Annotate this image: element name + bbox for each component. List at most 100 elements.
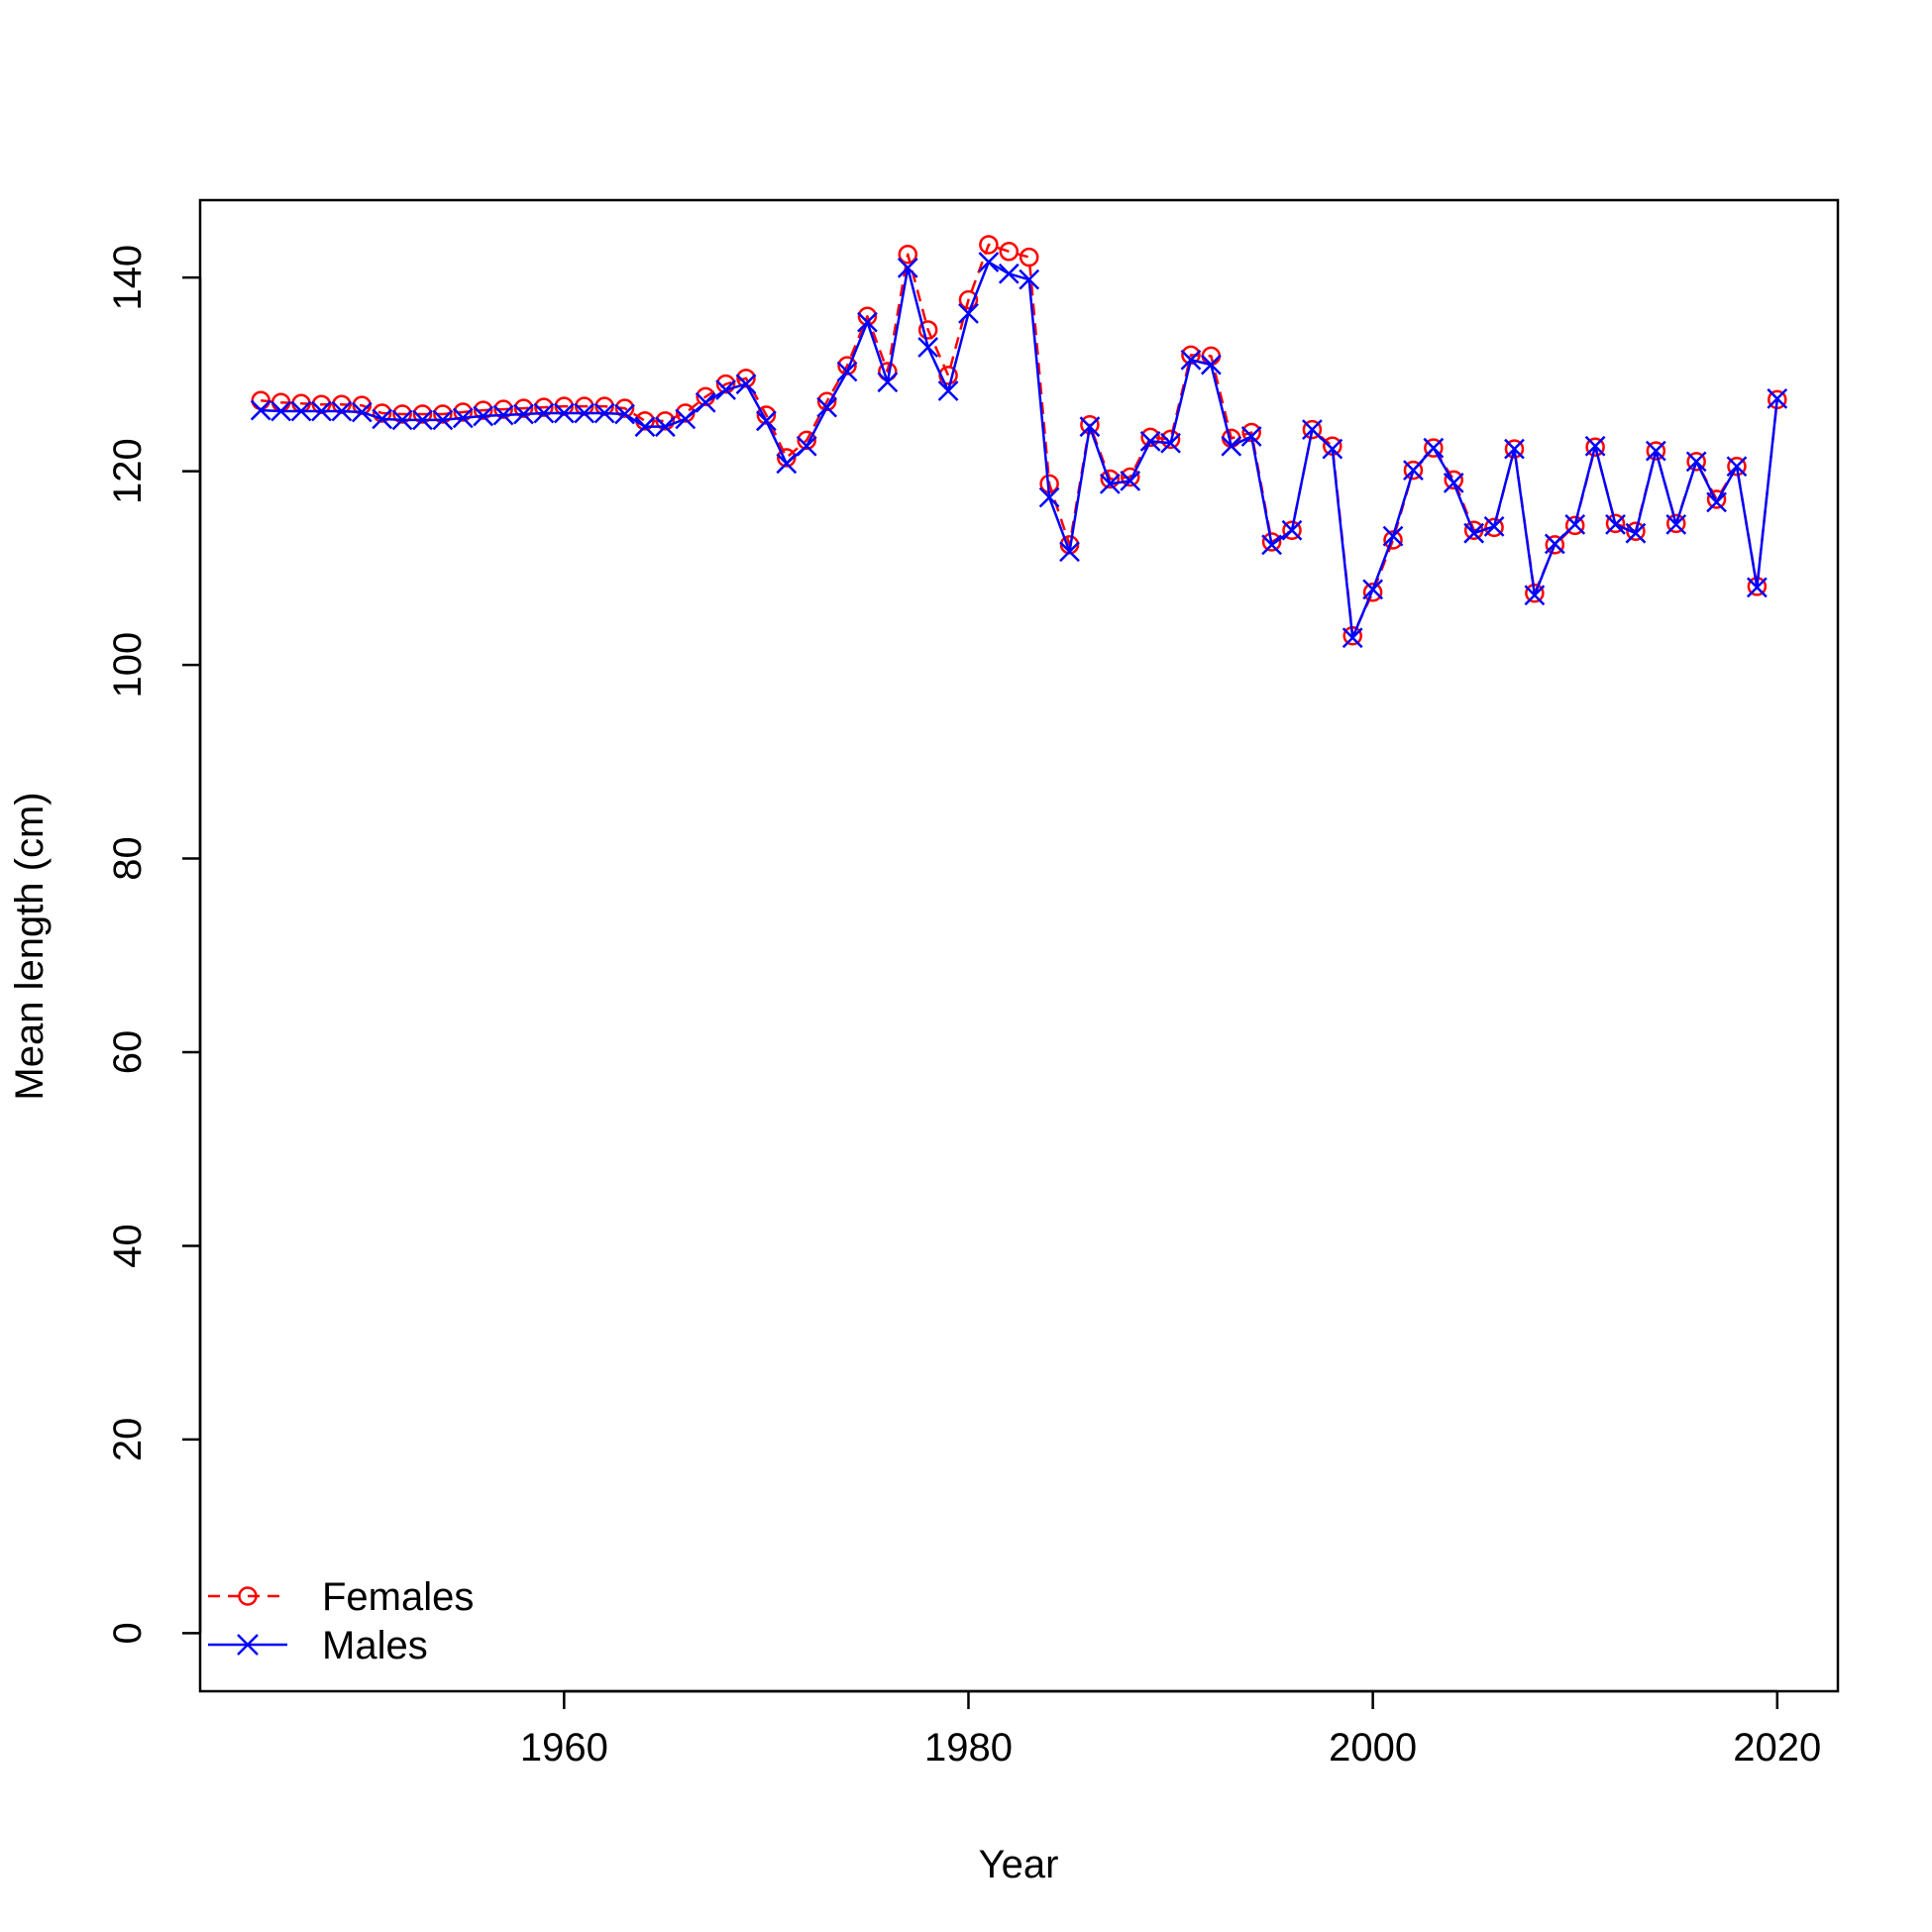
data-point-females [1362, 583, 1383, 602]
data-point-males [331, 400, 353, 422]
data-point-females [1545, 535, 1565, 555]
data-point-males [492, 404, 514, 426]
data-point-males [998, 263, 1020, 284]
data-point-males [735, 374, 757, 395]
data-point-males [1645, 440, 1666, 462]
data-point-males [1382, 525, 1404, 547]
data-point-females [1383, 530, 1403, 550]
data-point-females [433, 404, 453, 424]
data-point-males [857, 311, 878, 333]
data-point-males [958, 302, 979, 324]
data-point-males [756, 410, 777, 432]
data-point-males [897, 258, 918, 278]
data-point-females [715, 374, 736, 394]
data-point-females [1665, 513, 1686, 534]
data-point-males [1160, 432, 1181, 454]
data-point-females [1484, 517, 1504, 538]
data-point-males [250, 399, 271, 421]
y-tick-label: 140 [106, 245, 150, 311]
data-point-females [1605, 513, 1626, 534]
data-point-males [1564, 514, 1586, 535]
data-point-males [917, 337, 939, 358]
series-layer [250, 235, 1788, 649]
data-point-males [836, 361, 858, 382]
data-point-females [1626, 521, 1646, 541]
data-point-males [1443, 472, 1464, 493]
data-point-males [513, 403, 534, 425]
legend-marker-females [238, 1586, 258, 1606]
data-point-males [1099, 473, 1121, 494]
data-point-females [412, 404, 433, 424]
data-point-males [351, 401, 373, 423]
data-point-males [1423, 437, 1445, 459]
data-point-males [452, 407, 474, 429]
series-males [250, 252, 1788, 649]
data-point-males [311, 400, 332, 422]
data-point-females [898, 244, 918, 265]
data-point-females [1282, 520, 1302, 540]
data-point-males [1746, 577, 1768, 598]
data-point-males [776, 453, 798, 475]
x-axis-label: Year [979, 1843, 1059, 1886]
data-point-males [634, 416, 656, 438]
data-point-females [614, 398, 635, 418]
data-point-males [796, 435, 817, 457]
data-point-males [1726, 456, 1748, 478]
data-point-females [1302, 419, 1323, 440]
x-tick-label: 1980 [924, 1726, 1013, 1770]
data-point-males [1281, 519, 1303, 541]
data-point-males [1221, 435, 1242, 457]
data-point-males [1584, 435, 1606, 457]
data-point-males [1322, 438, 1343, 460]
data-point-females [453, 402, 474, 422]
data-point-females [958, 289, 979, 310]
legend-label-males: Males [322, 1624, 428, 1667]
data-point-males [1483, 515, 1505, 537]
data-point-females [1019, 247, 1039, 268]
data-point-females [655, 411, 676, 431]
y-tick-label: 60 [106, 1030, 150, 1075]
data-point-females [1706, 489, 1727, 509]
data-point-males [1139, 430, 1161, 452]
data-point-females [1140, 427, 1160, 448]
data-point-females [917, 320, 938, 340]
data-point-females [513, 398, 534, 418]
data-point-females [736, 369, 756, 388]
data-point-females [1261, 532, 1282, 552]
data-point-females [1686, 452, 1706, 472]
y-tick-label: 40 [106, 1224, 150, 1268]
data-point-females [1100, 469, 1121, 489]
data-point-females [1564, 515, 1585, 536]
data-point-males [432, 409, 454, 431]
data-point-males [816, 396, 838, 418]
data-point-females [1424, 438, 1444, 458]
data-point-males [715, 379, 736, 400]
y-tick-label: 100 [106, 632, 150, 698]
x-tick-label: 1960 [520, 1726, 608, 1770]
data-point-males [1200, 354, 1222, 376]
x-tick-label: 2000 [1329, 1726, 1417, 1770]
legend-label-females: Females [322, 1575, 474, 1619]
data-point-females [1444, 470, 1464, 490]
x-tick-label: 2020 [1733, 1726, 1821, 1770]
series-line-females [261, 243, 1779, 638]
data-point-males [978, 252, 1000, 272]
data-point-males [1019, 268, 1040, 290]
data-point-males [1524, 585, 1546, 606]
data-point-males [574, 402, 595, 424]
data-point-males [391, 409, 413, 431]
data-point-males [1544, 533, 1565, 555]
data-point-females [493, 399, 513, 419]
series-females [251, 235, 1787, 646]
y-tick-label: 0 [106, 1622, 150, 1644]
data-point-males [1362, 579, 1384, 600]
data-point-males [1463, 522, 1485, 544]
data-point-males [1038, 486, 1060, 508]
data-point-males [1302, 419, 1323, 440]
data-point-females [837, 356, 857, 376]
data-point-males [290, 400, 312, 422]
data-point-males [1767, 387, 1788, 409]
data-point-females [1727, 457, 1747, 477]
